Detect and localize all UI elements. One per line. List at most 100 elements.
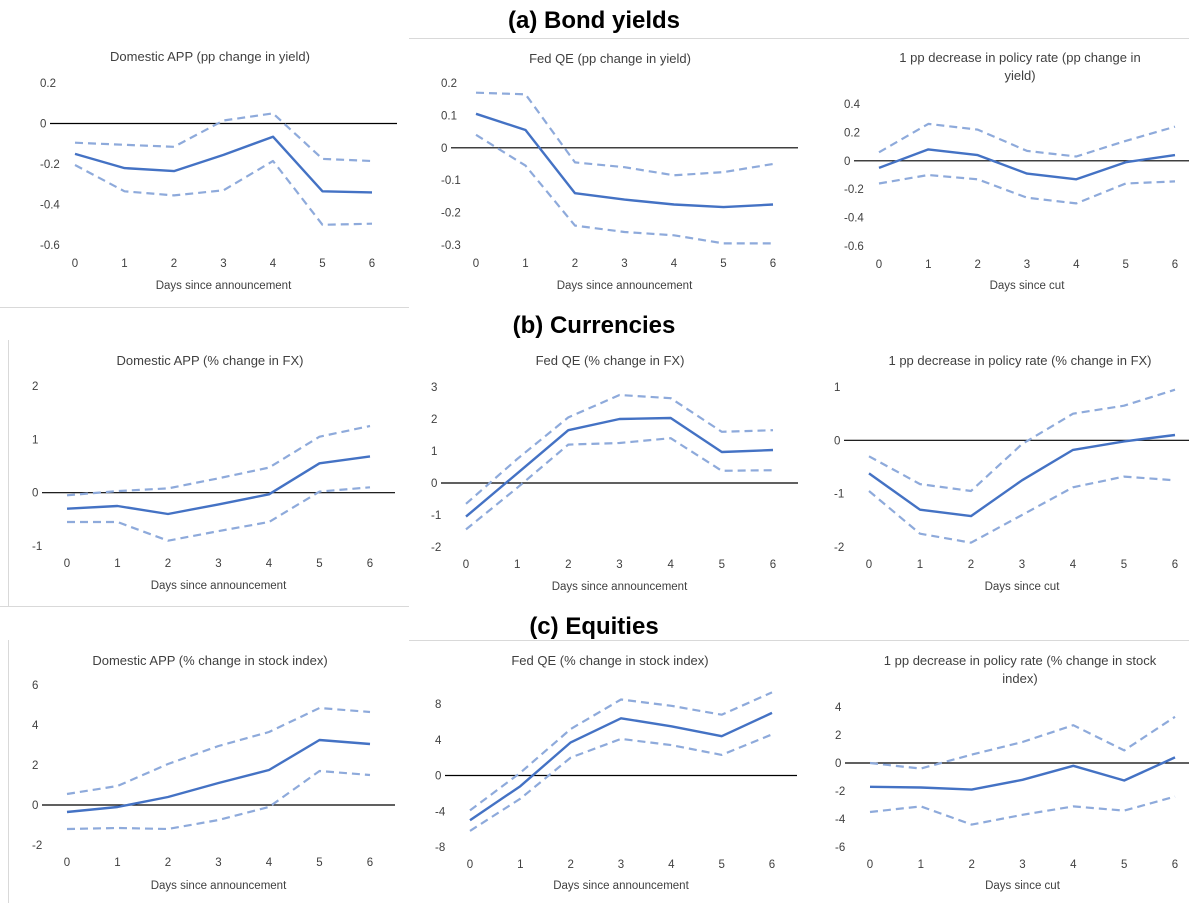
x-tick-label: 2 <box>567 859 573 871</box>
y-tick-label: -2 <box>431 542 441 554</box>
x-tick-label: 0 <box>64 558 70 570</box>
x-tick-label: 6 <box>1172 559 1178 571</box>
chart-title: Domestic APP (% change in FX) <box>117 353 304 368</box>
y-tick-label: 1 <box>32 434 38 446</box>
estimate-line <box>469 711 773 822</box>
x-tick-label: 3 <box>621 258 627 270</box>
y-tick-label: -4 <box>435 806 446 818</box>
chart-panel: Fed QE (% change in stock index) -8 -4 0 4 8 0… <box>435 653 797 892</box>
y-tick-label: -0.4 <box>844 213 864 225</box>
chart-title: 1 pp decrease in policy rate (pp change … <box>899 50 1140 65</box>
x-tick-label: 4 <box>1070 559 1077 571</box>
y-tick-label: 4 <box>435 735 442 747</box>
x-tick-label: 5 <box>319 258 325 270</box>
x-tick-label: 6 <box>369 258 375 270</box>
chart-title: Fed QE (% change in FX) <box>536 353 685 368</box>
upper-band-line <box>66 424 371 497</box>
y-tick-label: 2 <box>32 760 38 772</box>
y-tick-label: -6 <box>835 842 845 854</box>
x-tick-label: 6 <box>769 859 775 871</box>
x-tick-label: 6 <box>770 559 776 571</box>
x-tick-label: 2 <box>974 259 980 271</box>
y-tick-label: 0 <box>844 156 850 168</box>
charts-grid: Domestic APP (pp change in yield) -0.6 -0.… <box>32 49 1189 892</box>
estimate-line <box>465 416 774 518</box>
x-tick-label: 2 <box>572 258 578 270</box>
upper-band-line <box>869 715 1176 770</box>
x-tick-label: 1 <box>114 857 120 869</box>
x-tick-label: 4 <box>270 258 277 270</box>
y-tick-label: 1 <box>834 382 840 394</box>
chart-title: yield) <box>1004 68 1035 83</box>
y-tick-label: 0 <box>40 119 46 131</box>
x-tick-label: 1 <box>514 559 520 571</box>
x-tick-label: 3 <box>220 258 226 270</box>
y-tick-label: -4 <box>835 814 846 826</box>
chart-panel: Domestic APP (% change in stock index) -2… <box>32 653 395 892</box>
x-axis-title: Days since cut <box>985 581 1061 593</box>
chart-title: index) <box>1002 671 1037 686</box>
x-tick-label: 5 <box>719 559 725 571</box>
upper-band-line <box>469 691 773 812</box>
x-tick-label: 3 <box>215 558 221 570</box>
y-tick-label: 0.2 <box>844 127 860 139</box>
chart-title: 1 pp decrease in policy rate (% change i… <box>888 353 1151 368</box>
y-tick-label: 0 <box>32 488 38 500</box>
x-tick-label: 5 <box>1122 259 1128 271</box>
y-tick-label: -2 <box>32 840 42 852</box>
x-tick-label: 1 <box>114 558 120 570</box>
lower-band-line <box>869 795 1176 826</box>
chart-panel: Domestic APP (% change in FX) -1 0 1 2 0 1 2 3 4 5… <box>32 353 395 592</box>
chart-panel: Fed QE (pp change in yield) -0.3 -0.2 -0.1 0… <box>441 51 798 292</box>
upper-band-line <box>878 122 1176 158</box>
chart-panel: Fed QE (% change in FX) -2 -1 0 1 2 3 0 1 2 3 4 5 6 Da… <box>431 353 798 593</box>
x-tick-label: 5 <box>1121 559 1127 571</box>
lower-band-line <box>469 733 773 832</box>
y-tick-label: 0 <box>834 435 840 447</box>
x-axis-title: Days since announcement <box>156 280 292 292</box>
y-tick-label: 0.2 <box>441 78 457 90</box>
x-axis-title: Days since announcement <box>557 280 693 292</box>
y-tick-label: -0.3 <box>441 240 461 252</box>
x-tick-label: 0 <box>473 258 479 270</box>
x-tick-label: 5 <box>718 859 724 871</box>
x-axis-title: Days since announcement <box>552 581 688 593</box>
section-title-equities: (c) Equities <box>529 613 658 640</box>
y-tick-label: -0.6 <box>40 240 60 252</box>
lower-band-line <box>878 173 1176 205</box>
y-tick-label: 2 <box>835 730 841 742</box>
y-tick-label: 2 <box>431 414 437 426</box>
x-tick-label: 0 <box>463 559 469 571</box>
estimate-line <box>66 738 371 814</box>
x-tick-label: 1 <box>517 859 523 871</box>
y-tick-label: 0 <box>435 771 441 783</box>
x-tick-label: 0 <box>467 859 473 871</box>
y-tick-label: -0.6 <box>844 241 864 253</box>
x-tick-label: 2 <box>165 558 171 570</box>
x-tick-label: 3 <box>1019 859 1025 871</box>
y-tick-label: 6 <box>32 680 38 692</box>
x-tick-label: 1 <box>918 859 924 871</box>
y-tick-label: 4 <box>835 702 842 714</box>
chart-panel: Domestic APP (pp change in yield) -0.6 -0.… <box>40 49 397 292</box>
y-tick-label: -0.2 <box>40 159 60 171</box>
upper-band-line <box>465 393 774 505</box>
x-tick-label: 2 <box>165 857 171 869</box>
lower-band-line <box>868 475 1176 544</box>
chart-panel: 1 pp decrease in policy rate (pp change … <box>844 50 1189 292</box>
y-tick-label: 0.1 <box>441 110 457 122</box>
upper-band-line <box>66 706 371 796</box>
x-tick-label: 3 <box>215 857 221 869</box>
estimate-line <box>878 148 1176 181</box>
x-tick-label: 6 <box>367 857 373 869</box>
y-tick-label: 0 <box>441 143 447 155</box>
x-tick-label: 0 <box>866 559 872 571</box>
y-tick-label: -0.2 <box>844 184 864 196</box>
lower-band-line <box>67 486 371 542</box>
section-title-currencies: (b) Currencies <box>513 312 676 339</box>
lower-band-line <box>74 159 373 226</box>
x-axis-title: Days since cut <box>985 880 1061 892</box>
x-tick-label: 4 <box>1070 859 1077 871</box>
lower-band-line <box>475 133 773 245</box>
chart-panel: 1 pp decrease in policy rate (% change i… <box>835 653 1189 892</box>
